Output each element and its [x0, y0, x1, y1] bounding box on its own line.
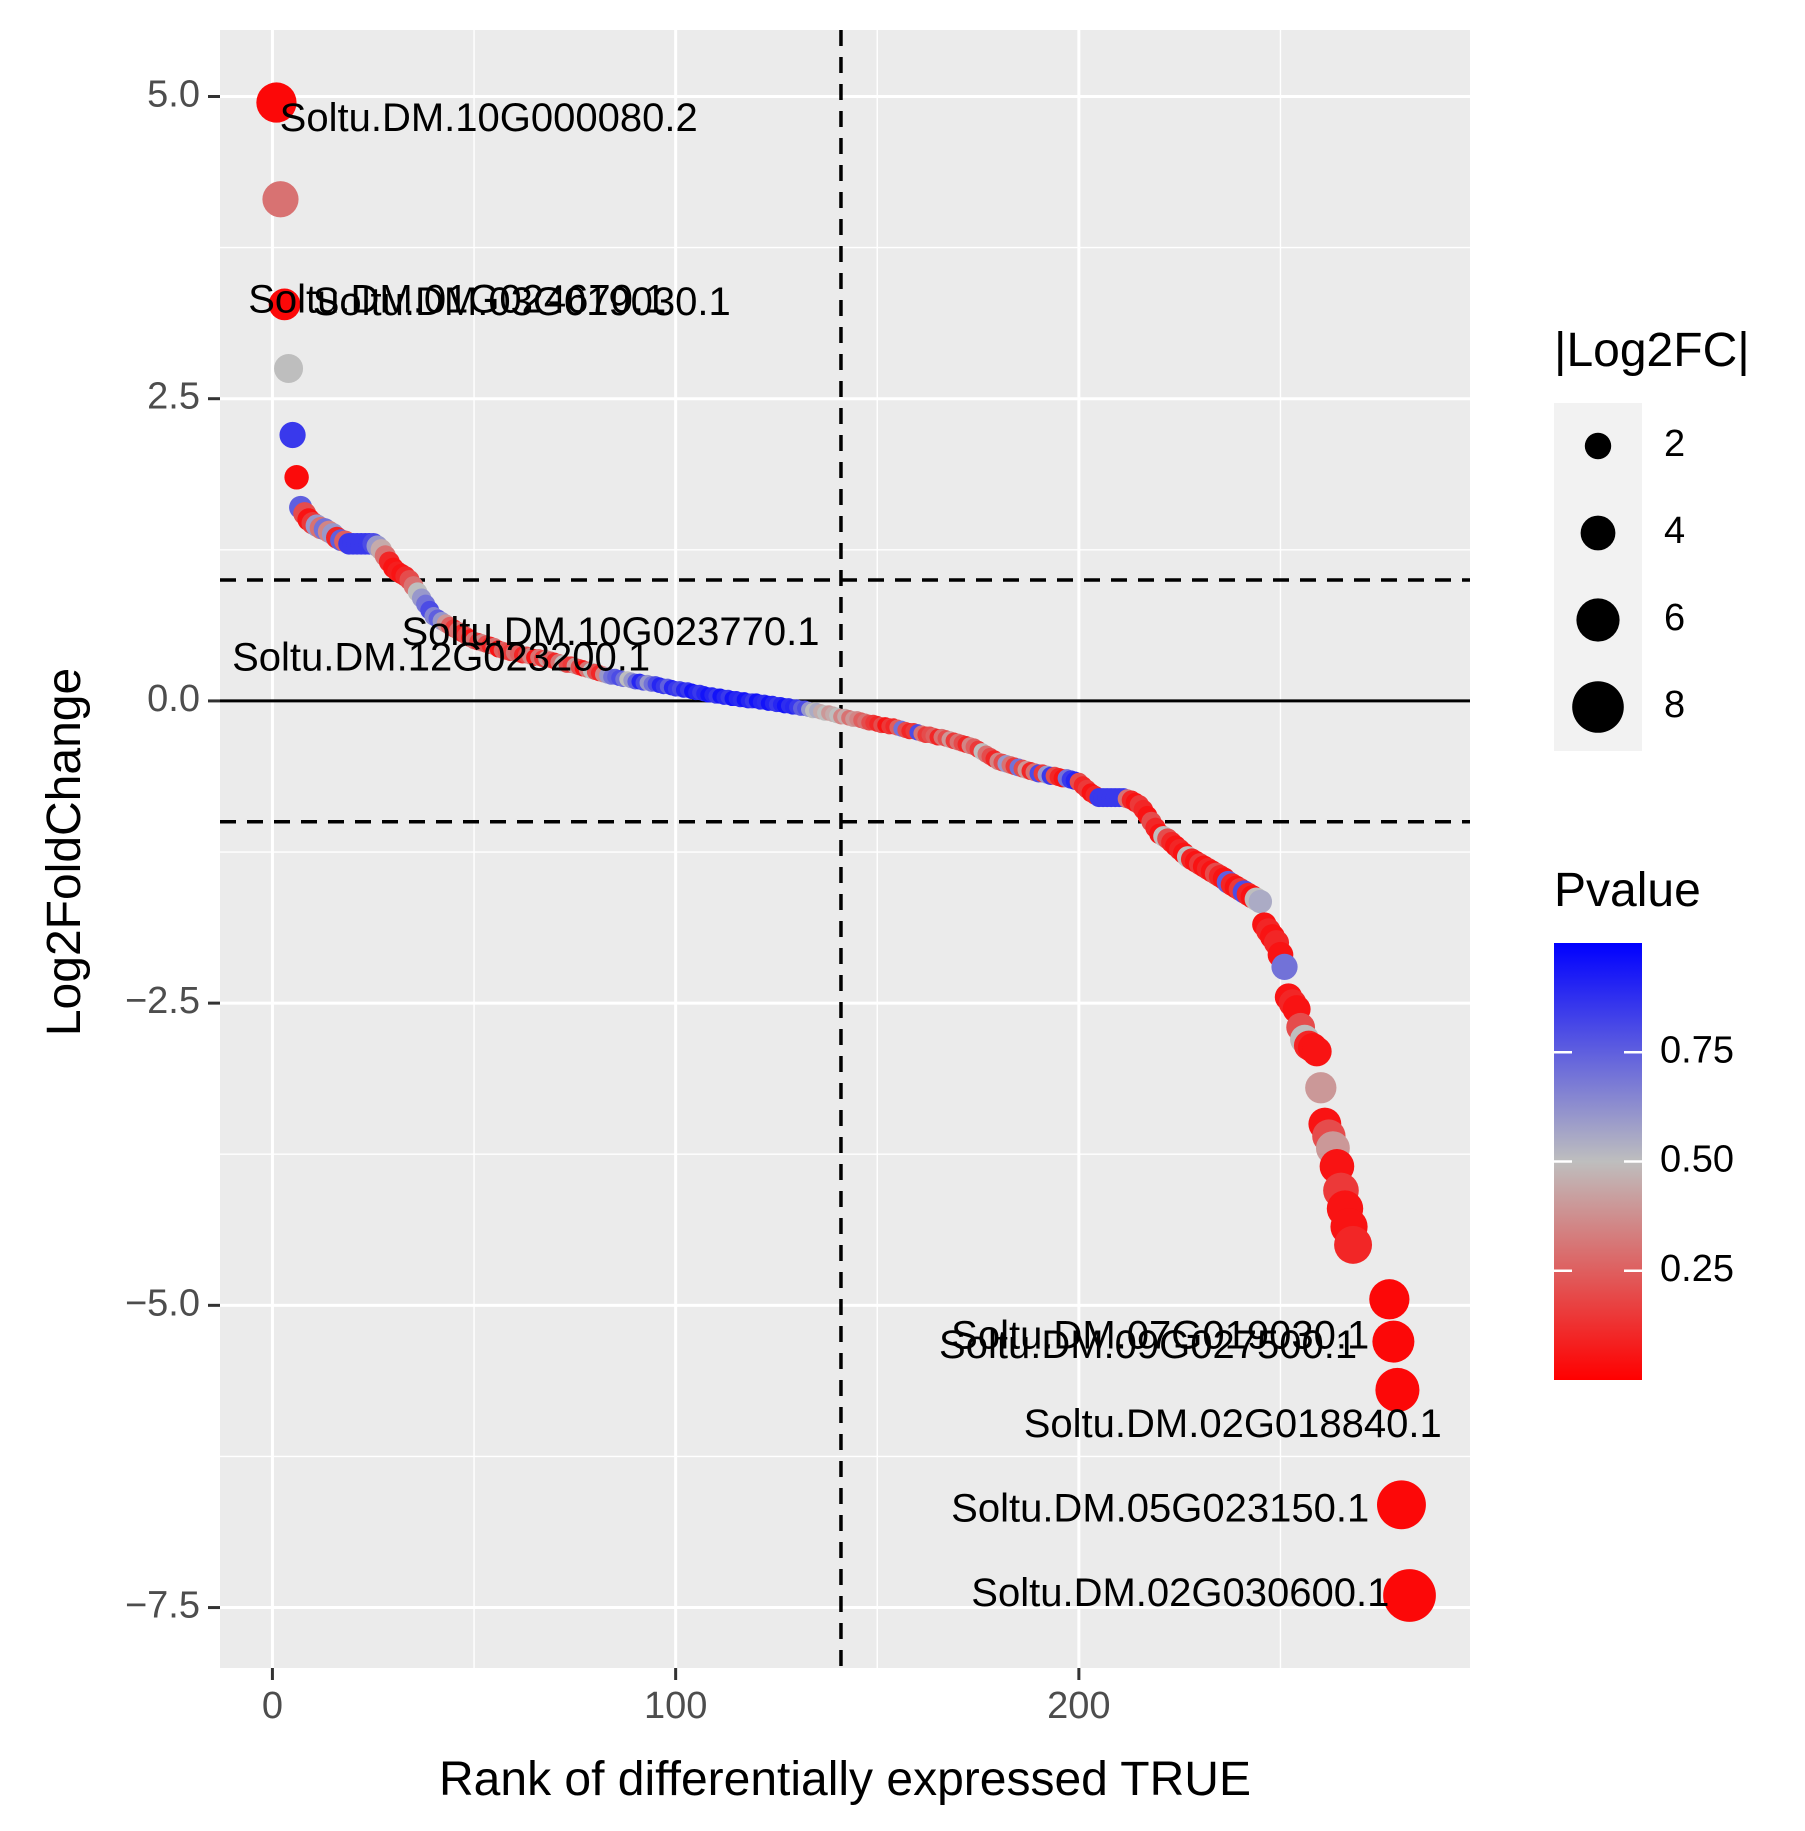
gene-label: Soltu.DM.10G023770.1	[401, 610, 819, 654]
x-tick-label: 100	[644, 1685, 707, 1727]
x-axis-title: Rank of differentially expressed TRUE	[439, 1753, 1251, 1806]
gene-label: Soltu.DM.03G019030.1	[313, 280, 731, 324]
color-legend-label: 0.25	[1660, 1248, 1734, 1290]
data-point	[1334, 1225, 1373, 1264]
size-legend: |Log2FC| 2 4 6 8	[1554, 324, 1750, 751]
gene-label: Soltu.DM.02G018840.1	[1024, 1402, 1442, 1446]
gene-label: Soltu.DM.12G023200.1	[232, 635, 650, 679]
gene-label: Soltu.DM.02G030600.1	[971, 1571, 1389, 1615]
gene-label: Soltu.DM.07G019030.1	[951, 1314, 1369, 1358]
data-point	[1372, 1320, 1415, 1363]
y-tick-label: −5.0	[125, 1282, 200, 1324]
data-point	[268, 288, 301, 321]
gene-label: Soltu.DM.09G027500.1	[939, 1323, 1357, 1367]
size-legend-label: 8	[1664, 684, 1685, 726]
y-axis-title: Log2FoldChange	[38, 668, 91, 1036]
data-point	[1376, 1480, 1426, 1530]
x-tick-label: 200	[1047, 1685, 1110, 1727]
data-point	[279, 421, 306, 449]
data-point	[1248, 889, 1273, 914]
color-legend-label: 0.75	[1660, 1029, 1734, 1071]
data-points	[256, 82, 1436, 1622]
size-legend-label: 6	[1664, 597, 1685, 639]
y-axis: 5.0 2.5 0.0 −2.5 −5.0 −7.5	[125, 74, 220, 1627]
x-axis: 0 100 200	[262, 1668, 1111, 1727]
color-legend-ticks: 0.75 0.50 0.25	[1554, 1029, 1734, 1290]
reference-lines	[220, 30, 1470, 1668]
grid-lines	[220, 30, 1470, 1668]
color-legend-label: 0.50	[1660, 1139, 1734, 1181]
gene-label: Soltu.DM.05G023150.1	[951, 1486, 1369, 1530]
y-tick-label: −2.5	[125, 980, 200, 1022]
gene-label: Soltu.DM.10G000080.2	[280, 96, 698, 140]
size-legend-title: |Log2FC|	[1554, 324, 1750, 377]
data-point	[284, 465, 309, 490]
gene-labels: Soltu.DM.10G000080.2 Soltu.DM.03G019030.1…	[232, 96, 1442, 1615]
data-point	[1383, 1569, 1436, 1622]
size-legend-dot	[1580, 515, 1616, 551]
size-legend-dot	[1576, 598, 1620, 642]
size-legend-label: 4	[1664, 510, 1685, 552]
y-tick-label: −7.5	[125, 1585, 200, 1627]
y-tick-label: 0.0	[147, 678, 200, 720]
data-point	[256, 82, 297, 123]
color-legend: Pvalue 0.75 0.50 0.25	[1554, 864, 1734, 1380]
y-tick-label: 2.5	[147, 376, 200, 418]
gene-label: Soltu.DM.01G024670.1	[248, 278, 666, 322]
y-tick-label: 5.0	[147, 74, 200, 116]
size-legend-keys: 2 4 6 8	[1572, 423, 1685, 733]
data-point	[262, 181, 299, 218]
data-point	[1271, 953, 1298, 980]
size-legend-dot	[1572, 681, 1624, 733]
plot-panel	[220, 30, 1470, 1668]
size-legend-dot	[1584, 432, 1612, 460]
size-legend-label: 2	[1664, 423, 1685, 465]
data-point	[1369, 1279, 1410, 1320]
data-point	[1301, 1036, 1332, 1067]
data-point	[1305, 1072, 1337, 1104]
data-point	[274, 353, 304, 383]
color-legend-title: Pvalue	[1554, 864, 1701, 917]
x-tick-label: 0	[262, 1685, 283, 1727]
data-point	[1375, 1367, 1420, 1412]
